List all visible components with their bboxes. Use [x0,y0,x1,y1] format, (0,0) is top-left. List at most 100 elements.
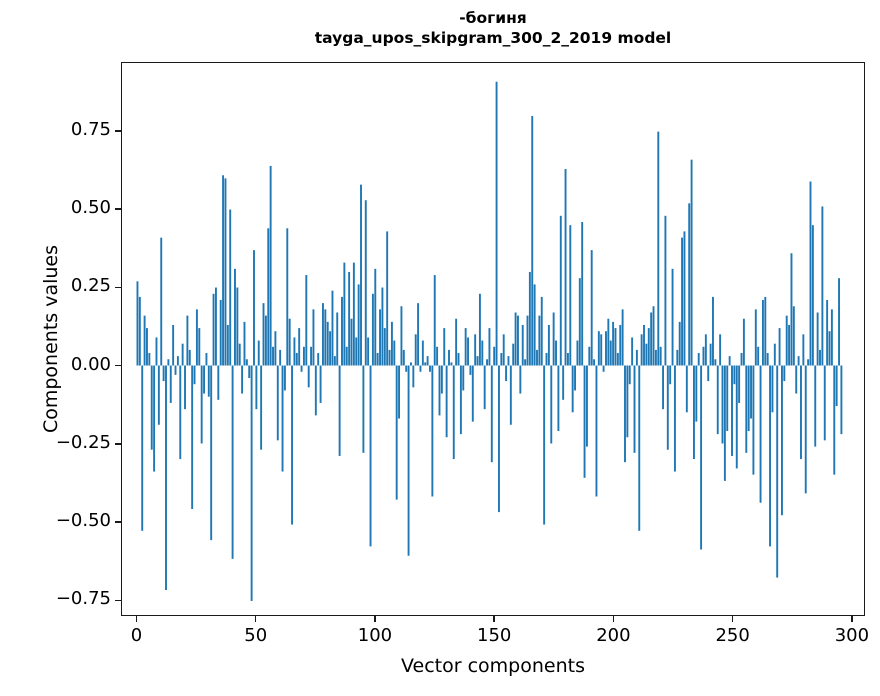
bar [421,340,424,366]
bar [483,365,486,410]
bar [471,365,474,422]
bar [502,334,505,366]
y-tick-label: −0.50 [55,510,111,532]
bar [647,328,650,366]
bar [459,365,462,435]
bar [305,275,308,366]
bar [828,331,831,366]
bar [614,328,617,366]
bar [469,365,472,375]
bar [819,349,821,366]
x-tick-label: 250 [715,625,750,646]
y-tick-mark [115,130,121,132]
bar [138,296,141,366]
bar [495,81,498,366]
bar [222,175,225,366]
bar [348,271,351,366]
bar [193,365,196,385]
bar [186,315,189,366]
bar [176,356,179,366]
bar [245,359,248,366]
bar [695,365,698,422]
bar [141,365,144,531]
y-tick-mark [115,443,121,445]
bar [319,365,322,403]
bar [443,328,446,366]
bar [745,365,748,453]
bar [750,365,752,419]
bar [257,340,260,366]
bar [509,365,512,425]
bar [298,328,301,366]
bar [830,309,833,366]
x-tick-mark [374,616,376,622]
bar [369,365,372,547]
bar [371,293,374,366]
bar [462,365,465,391]
bar [188,349,191,366]
bar [398,365,401,419]
bar [248,365,251,378]
chart-title-line-1: -богиня [459,9,527,27]
bar [814,365,817,447]
bar [357,284,360,366]
bar [200,365,203,444]
bar [802,334,805,366]
bar [333,356,336,366]
bar [388,349,391,366]
x-tick-mark [851,616,853,622]
bar [264,315,267,366]
bar [146,328,148,366]
bar [255,365,258,410]
bar [605,331,607,366]
bar [564,169,567,366]
bar [809,181,812,366]
bar [612,321,615,366]
bar [314,365,317,416]
bar [405,365,408,372]
bar [302,346,305,366]
bar [800,365,802,460]
bar [650,312,653,366]
bar [424,362,427,366]
bar [350,318,353,366]
bar [436,346,439,366]
bar [493,346,496,366]
bar [635,349,638,366]
bar [707,365,710,382]
bar [740,353,743,366]
bar [773,343,776,366]
y-axis-label: Components values [40,244,62,434]
bar [400,306,403,366]
bar [638,365,641,531]
bar [681,237,684,366]
bar [160,237,163,366]
bar [664,215,667,366]
bar [783,365,786,382]
bar [566,353,569,366]
bar [505,365,508,382]
bar [162,365,165,382]
bar [731,365,733,456]
bar [628,365,631,385]
bar [438,365,441,416]
bar [210,365,213,541]
bar [452,365,455,460]
bar [167,359,170,366]
bar [157,365,160,425]
bar [609,340,612,366]
bar [552,312,555,366]
bar [769,365,772,547]
bar [771,365,774,413]
bar [776,365,779,578]
x-tick-mark [135,616,138,622]
bar [300,365,303,372]
bar [236,287,239,366]
bar [823,365,826,441]
x-tick-mark [493,616,495,622]
bar [153,365,156,472]
x-tick-mark [254,616,257,622]
bar [440,365,443,394]
bar [467,337,469,366]
bar [205,353,208,366]
